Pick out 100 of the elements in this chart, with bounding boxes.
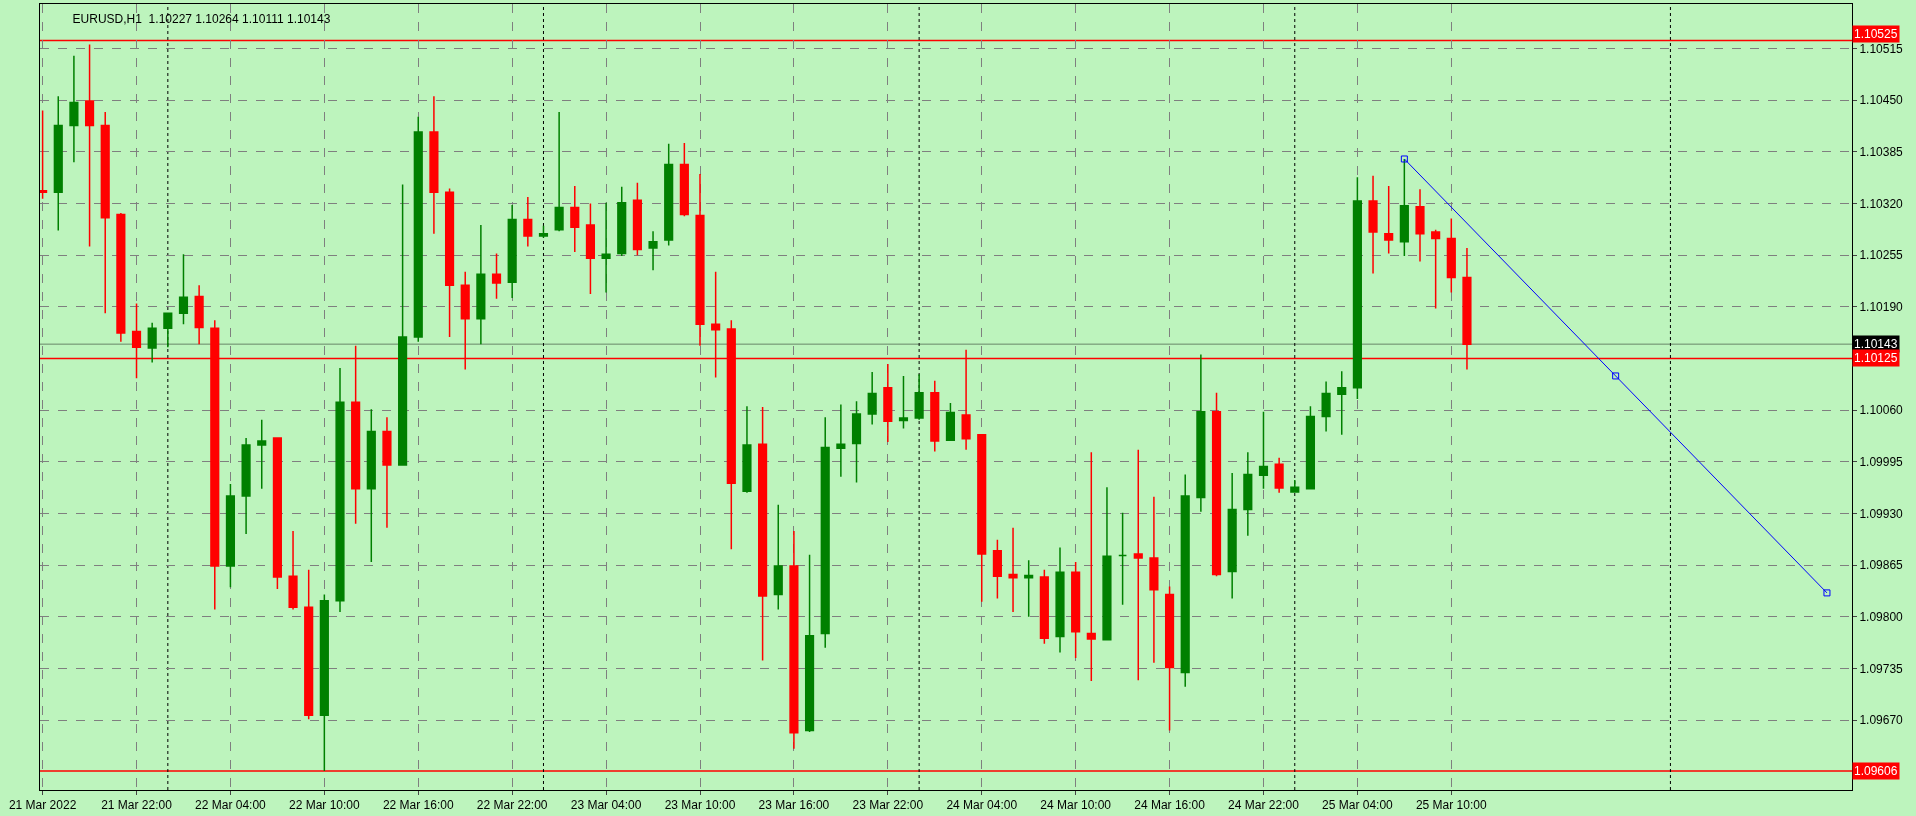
x-tick-label: 22 Mar 22:00 [476,798,548,813]
candlestick [648,230,658,271]
candlestick [1290,479,1300,493]
x-tick-label: 21 Mar 22:00 [101,798,173,813]
candlestick [1196,353,1206,513]
candlestick [1352,176,1362,400]
candlestick [491,252,502,300]
candlestick [1368,174,1378,275]
candlestick [1055,546,1065,654]
candlestick [898,375,909,430]
candlestick [585,202,596,295]
candlestick [679,142,689,217]
candlestick [1149,495,1159,664]
y-tick-label: 1.10190 [1859,300,1904,314]
candlestick [1086,451,1096,682]
candlestick [69,54,79,163]
candlestick [804,554,815,733]
candlestick [1384,185,1394,255]
x-tick-label: 21 Mar 2022 [8,798,77,813]
candlestick [335,367,345,613]
x-tick-label: 23 Mar 10:00 [664,798,736,813]
candlestick [507,204,517,299]
y-tick-label: 1.10385 [1859,145,1904,160]
candlestick [632,182,642,256]
candlestick [429,95,439,235]
point [1612,372,1620,380]
candlestick [272,437,282,590]
y-tick-label: 1.10320 [1859,196,1904,211]
candlestick [570,185,580,253]
candlestick [413,116,423,343]
candlestick [366,408,376,563]
ref-line-label: 1.09606 [1854,764,1898,778]
x-tick-label: 22 Mar 10:00 [288,798,361,813]
y-tick-label: 1.10255 [1859,248,1904,263]
candlestick [178,253,189,326]
candlestick [116,212,126,343]
candlestick [867,371,877,426]
x-tick-label: 23 Mar 04:00 [570,798,642,813]
candlestick [444,187,455,338]
point [1400,155,1408,163]
candlestick [1180,473,1190,688]
y-tick-label: 1.10060 [1859,403,1904,418]
candlestick [319,593,329,772]
candlestick [194,284,204,345]
candlestick [1008,526,1018,613]
candlestick [1039,569,1049,645]
x-tick-label: 22 Mar 16:00 [382,798,454,813]
candlestick [601,201,611,294]
candlestick [1133,449,1143,682]
candlestick [1211,391,1222,577]
candlestick [53,95,63,232]
candlestick [241,437,251,535]
y-tick-label: 1.10515 [1859,41,1904,56]
ref-line-label: 1.10125 [1854,351,1898,365]
y-tick-label: 1.09800 [1859,609,1904,624]
x-tick-label: 25 Mar 10:00 [1415,798,1487,813]
x-tick-label: 23 Mar 22:00 [852,798,924,813]
candlestick [1305,405,1316,490]
candlestick [538,224,549,239]
candlestick [225,483,236,589]
x-tick-label: 22 Mar 04:00 [195,798,267,813]
candlestick [742,405,752,494]
point [1823,589,1831,597]
y-tick-label: 1.09865 [1859,558,1904,573]
candlestick [382,416,392,529]
x-tick-label: 23 Mar 16:00 [758,798,830,813]
candlestick [1258,410,1269,490]
candlestick [617,186,627,257]
y-tick-label: 1.09930 [1859,506,1904,521]
candlestick [147,321,157,364]
candlestick [1102,486,1112,641]
candlestick [773,503,783,611]
candlestick [836,403,846,478]
candlestick [992,538,1002,600]
candlestick [163,312,173,349]
candlestick [1337,370,1347,436]
candlestick [40,109,48,200]
candlestick [851,400,862,484]
y-tick-label: 1.10450 [1859,93,1904,108]
candlestick [789,530,799,750]
candlestick [883,363,893,443]
candlestick [930,379,940,453]
candlestick [914,373,924,421]
candlestick [257,418,267,490]
y-tick-label: 1.09670 [1859,713,1904,728]
candlestick [1399,158,1409,257]
candlestick [398,183,408,466]
ref-line-label: 1.10525 [1854,27,1898,41]
candlestick [1024,559,1034,618]
candlestick [1431,228,1441,310]
candlestick [100,111,110,314]
candlestick [476,224,486,345]
y-tick-label: 1.09995 [1859,454,1904,469]
x-tick-label: 25 Mar 04:00 [1322,798,1394,813]
x-tick-label: 24 Mar 04:00 [946,798,1018,813]
candlestick [1274,457,1284,494]
candlestick [1321,380,1331,433]
candlestick [288,530,298,611]
ref-line-label: 1.10143 [1854,337,1898,351]
candlestick [1446,217,1456,294]
